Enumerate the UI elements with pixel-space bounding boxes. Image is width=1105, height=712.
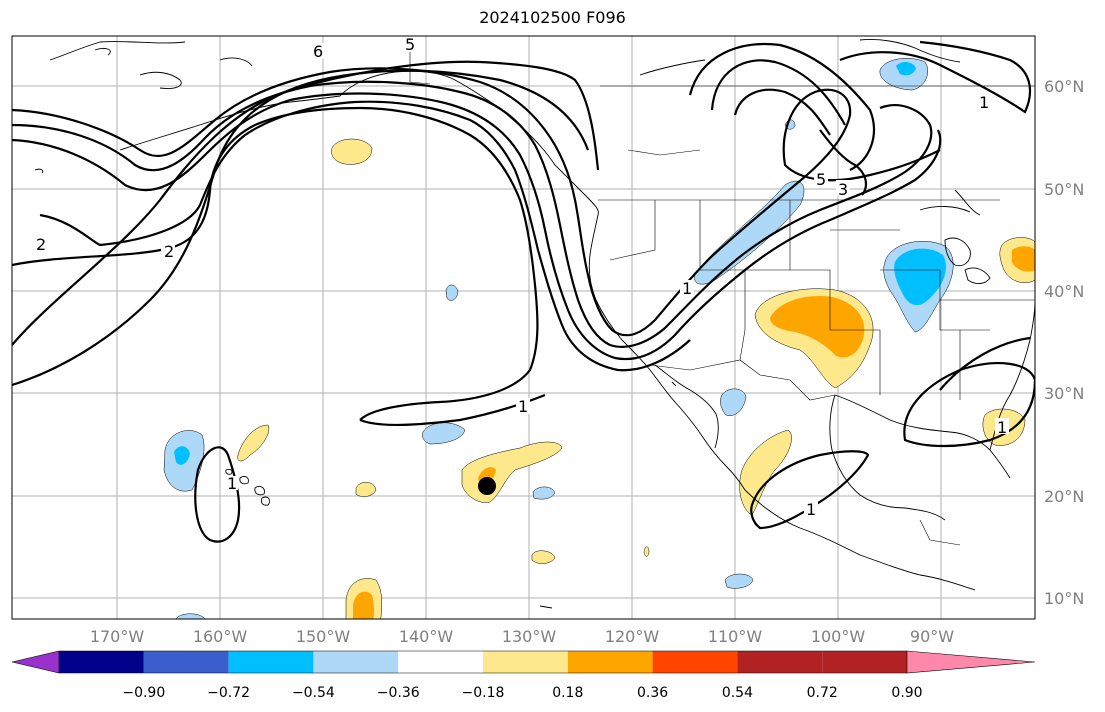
colorbar-tick: 0.72 <box>807 685 838 701</box>
colorbar-segment <box>59 651 144 673</box>
contour-label: 3 <box>838 180 848 199</box>
lat-label: 30°N <box>1044 384 1084 403</box>
contour-label: 1 <box>518 397 528 416</box>
contour-label: 1 <box>682 279 692 298</box>
lat-label: 50°N <box>1044 180 1084 199</box>
colorbar-tick: −0.54 <box>292 685 335 701</box>
colorbar-segment <box>143 651 229 673</box>
lat-label: 20°N <box>1044 487 1084 506</box>
colorbar-segment <box>313 651 399 673</box>
contour-label: 1 <box>997 418 1007 437</box>
colorbar-segment <box>737 651 823 673</box>
anomaly-mexico <box>739 429 792 516</box>
colorbar-segment <box>822 651 907 673</box>
colorbar-tick: −0.90 <box>122 685 165 701</box>
longitude-labels: 170°W 160°W 150°W 140°W 130°W 120°W 110°… <box>90 627 954 646</box>
colorbar-tick: −0.18 <box>462 685 505 701</box>
map-area <box>12 36 1035 619</box>
colorbar-segment <box>567 651 653 673</box>
latitude-labels: 60°N 50°N 40°N 30°N 20°N 10°N <box>1044 77 1084 608</box>
colorbar-tick: −0.72 <box>207 685 250 701</box>
colorbar-tick: −0.36 <box>377 685 420 701</box>
lon-label: 140°W <box>399 627 454 646</box>
map-title: 2024102500 F096 <box>479 8 626 27</box>
contour-label: 1 <box>979 93 989 112</box>
lon-label: 120°W <box>605 627 660 646</box>
contour-label: 5 <box>816 170 826 189</box>
lon-label: 130°W <box>502 627 557 646</box>
lat-label: 40°N <box>1044 282 1084 301</box>
lat-label: 10°N <box>1044 589 1084 608</box>
lon-label: 100°W <box>811 627 866 646</box>
map-frame <box>11 35 1036 620</box>
contour-label: 2 <box>164 242 174 261</box>
colorbar-segment <box>228 651 314 673</box>
storm-center-dot <box>478 477 496 495</box>
colorbar: −0.90 −0.72 −0.54 −0.36 −0.18 0.18 0.36 … <box>11 650 1036 701</box>
colorbar-segment <box>483 651 568 673</box>
contour-label: 1 <box>806 500 816 519</box>
colorbar-tick: 0.18 <box>552 685 583 701</box>
colorbar-segment <box>398 651 483 673</box>
lon-label: 150°W <box>296 627 351 646</box>
colorbar-tick: 0.54 <box>722 685 753 701</box>
colorbar-extend-min <box>11 650 60 674</box>
colorbar-extend-max <box>906 650 1036 674</box>
lat-label: 60°N <box>1044 77 1084 96</box>
colorbar-segment <box>652 651 738 673</box>
contour-label: 5 <box>405 35 415 54</box>
contour-label: 6 <box>313 42 323 61</box>
contour-lines <box>12 40 1035 543</box>
lon-label: 170°W <box>90 627 145 646</box>
lon-label: 160°W <box>193 627 248 646</box>
colorbar-tick: 0.36 <box>637 685 668 701</box>
contour-label: 1 <box>227 474 237 493</box>
contour-labels: 6 5 2 2 1 1 1 1 1 5 3 1 <box>33 35 1009 519</box>
lon-label: 90°W <box>910 627 954 646</box>
lon-label: 110°W <box>708 627 763 646</box>
colorbar-tick: 0.90 <box>891 685 922 701</box>
contour-label: 2 <box>36 235 46 254</box>
